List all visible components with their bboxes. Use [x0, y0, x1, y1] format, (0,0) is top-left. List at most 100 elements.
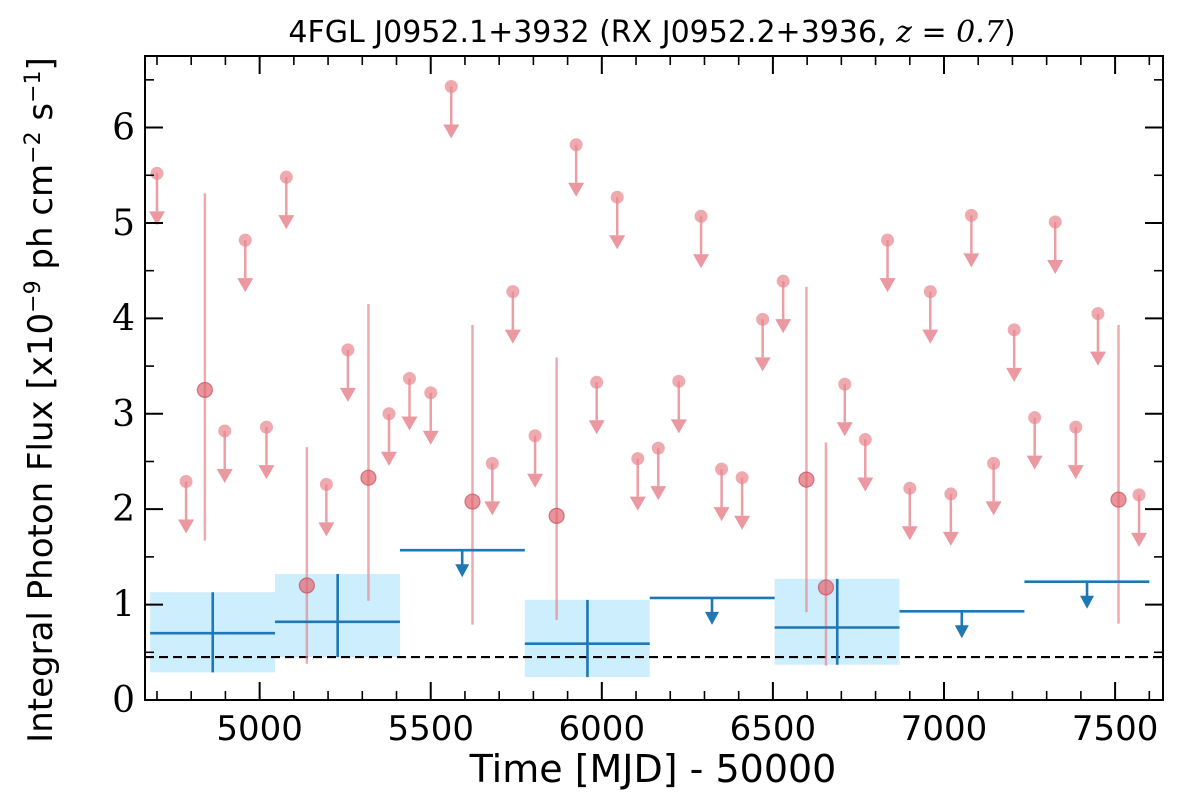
- short-bin-upper-limit-35: [1026, 411, 1043, 470]
- upper-limit-arrowhead: [318, 522, 335, 537]
- y-tick-label: 6: [112, 108, 135, 149]
- y-axis-label: Integral Photon Flux [x10−9 ph cm−2 s−1]: [21, 57, 62, 743]
- x-tick-label: 7500: [1072, 709, 1159, 749]
- upper-limit-arrowhead: [258, 465, 275, 480]
- short-bin-upper-limit-37: [1067, 420, 1084, 480]
- upper-limit-point: [319, 477, 333, 491]
- long-limit-arrowhead: [1080, 595, 1095, 609]
- upper-limit-arrowhead: [504, 329, 521, 344]
- short-bin-upper-limit-4: [258, 420, 275, 480]
- upper-limit-point: [1007, 323, 1021, 337]
- x-tick-label: 7000: [901, 709, 988, 749]
- upper-limit-point: [590, 375, 604, 389]
- short-bin-upper-limit-9: [401, 371, 418, 431]
- upper-limit-arrowhead: [588, 420, 605, 435]
- upper-limit-point: [881, 233, 895, 247]
- short-bin-detection-5: [798, 286, 815, 613]
- long-limit-arrowhead: [705, 611, 720, 625]
- upper-limit-arrowhead: [380, 451, 397, 466]
- short-bin-upper-limit-13: [504, 285, 521, 344]
- upper-limit-point: [923, 285, 937, 299]
- upper-limit-arrowhead: [148, 211, 165, 226]
- upper-limit-arrowhead: [985, 501, 1002, 516]
- short-bin-upper-limit-6: [318, 477, 335, 537]
- upper-limit-point: [238, 233, 252, 247]
- short-bin-upper-limit-20: [670, 374, 687, 434]
- short-bin-upper-limit-38: [1089, 307, 1106, 366]
- upper-limit-point: [944, 487, 958, 501]
- short-bin-upper-limit-29: [901, 481, 918, 541]
- long-bin-upper-limit-1: [649, 596, 775, 625]
- short-bin-upper-limit-7: [339, 343, 356, 402]
- x-axis-label: Time [MJD] - 50000: [469, 747, 837, 791]
- short-bin-upper-limit-16: [588, 375, 605, 435]
- chart-title: 4FGL J0952.1+3932 (RX J0952.2+3936, z = …: [288, 15, 1015, 50]
- x-tick-label: 6000: [559, 709, 646, 749]
- detection-point: [196, 381, 213, 399]
- upper-limit-arrowhead: [401, 416, 418, 431]
- upper-limit-arrowhead: [1006, 367, 1023, 382]
- x-tick-label: 5500: [387, 709, 474, 749]
- short-bin-upper-limit-15: [568, 138, 585, 197]
- long-bin-upper-limit-3: [1024, 580, 1150, 609]
- upper-limit-arrowhead: [754, 357, 771, 372]
- upper-limit-arrowhead: [734, 515, 751, 530]
- upper-limit-arrowhead: [857, 477, 874, 492]
- upper-limit-arrowhead: [713, 507, 730, 522]
- upper-limit-point: [1091, 307, 1105, 321]
- upper-limit-point: [150, 166, 164, 180]
- upper-limit-point: [631, 452, 645, 466]
- short-bin-upper-limit-30: [922, 285, 939, 344]
- upper-limit-arrowhead: [216, 468, 233, 483]
- plot-frame: [144, 55, 1164, 701]
- x-tick-label: 5000: [216, 709, 303, 749]
- upper-limit-point: [715, 462, 729, 476]
- upper-limit-point: [858, 433, 872, 447]
- upper-limit-arrowhead: [629, 496, 646, 511]
- upper-limit-arrowhead: [443, 124, 460, 139]
- upper-limit-point: [424, 386, 438, 400]
- upper-limit-point: [610, 190, 624, 204]
- short-bin-upper-limit-19: [650, 441, 667, 501]
- short-bin-upper-limit-3: [237, 233, 254, 293]
- short-bin-upper-limit-31: [942, 487, 959, 546]
- short-bin-upper-limit-33: [985, 456, 1002, 516]
- short-bin-detection-4: [548, 357, 565, 620]
- upper-limit-arrowhead: [650, 486, 667, 501]
- upper-limit-point: [444, 80, 458, 94]
- upper-limit-arrowhead: [484, 501, 501, 516]
- upper-limit-point: [987, 456, 1001, 470]
- upper-limit-point: [756, 312, 770, 326]
- upper-limit-point: [964, 208, 978, 222]
- upper-limit-point: [1028, 411, 1042, 425]
- upper-limit-point: [179, 475, 193, 489]
- detection-point: [360, 469, 377, 486]
- upper-limit-arrowhead: [775, 319, 792, 334]
- upper-limit-point: [218, 424, 232, 438]
- long-bin-detection-3: [774, 578, 900, 665]
- upper-limit-arrowhead: [670, 419, 687, 434]
- upper-limit-point: [776, 274, 790, 288]
- upper-limit-arrowhead: [942, 531, 959, 546]
- upper-limit-point: [1048, 215, 1062, 229]
- upper-limit-point: [672, 374, 686, 388]
- upper-limit-arrowhead: [237, 278, 254, 293]
- short-bin-upper-limit-34: [1006, 323, 1023, 382]
- short-bin-detection-2: [360, 304, 377, 601]
- short-bin-detection-1: [298, 447, 315, 664]
- short-bin-upper-limit-0: [148, 166, 165, 226]
- short-bin-upper-limit-28: [879, 233, 896, 293]
- short-bin-upper-limit-14: [527, 429, 544, 488]
- detection-point: [464, 493, 481, 510]
- detection-point: [817, 579, 835, 596]
- upper-limit-arrowhead: [1067, 465, 1084, 480]
- upper-limit-point: [259, 420, 273, 434]
- upper-limit-arrowhead: [1089, 351, 1106, 366]
- upper-limit-point: [694, 209, 708, 223]
- short-bin-upper-limit-26: [836, 377, 853, 437]
- long-bin-uncertainty-boxes: [150, 574, 900, 678]
- upper-limit-arrowhead: [422, 430, 439, 445]
- upper-limit-arrowhead: [527, 473, 544, 488]
- upper-limit-arrowhead: [278, 215, 295, 230]
- long-limit-arrowhead: [954, 625, 969, 639]
